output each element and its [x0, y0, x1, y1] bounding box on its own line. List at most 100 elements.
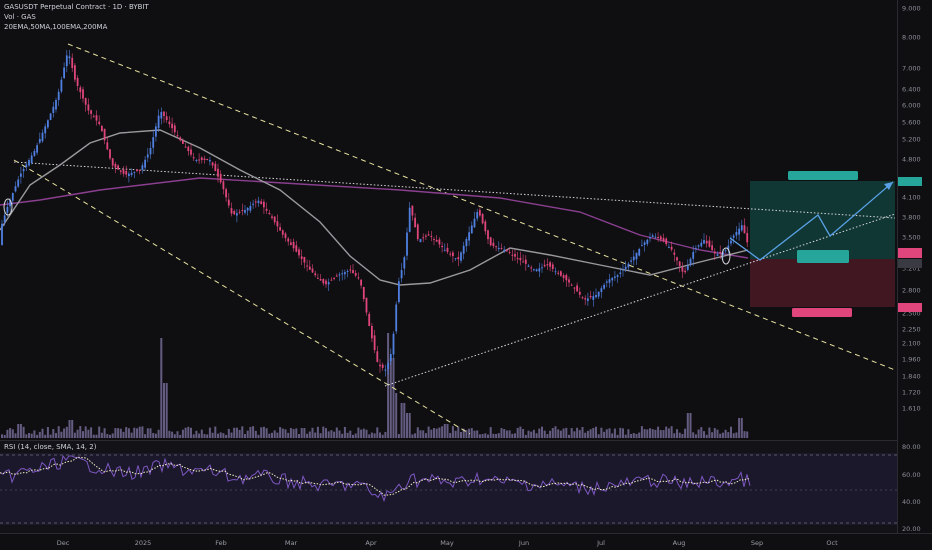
volume-bar	[44, 434, 47, 438]
candle-body	[562, 275, 565, 278]
volume-bar	[154, 433, 157, 438]
candle-body	[33, 151, 36, 156]
candle-body	[163, 111, 165, 116]
volume-bar	[406, 413, 408, 438]
stop-zone[interactable]	[750, 259, 895, 307]
candle-body	[638, 248, 641, 256]
volume-bar	[697, 429, 700, 438]
candle-body	[605, 281, 608, 283]
time-axis-label: 2025	[135, 539, 152, 547]
volume-bar	[603, 431, 606, 438]
ascending-support-line[interactable]	[384, 213, 896, 387]
volume-bar	[200, 429, 203, 438]
candle-body	[614, 276, 616, 278]
volume-bar	[325, 428, 327, 438]
volume-bar	[519, 426, 522, 438]
candle-body	[449, 253, 452, 255]
volume-bar	[184, 427, 187, 438]
symbol-title[interactable]: GASUSDT Perpetual Contract · 1D · BYBIT	[4, 3, 149, 11]
volume-bar	[543, 430, 546, 438]
candle-body	[63, 67, 65, 79]
candle-body	[657, 236, 659, 239]
volume-bar	[55, 433, 57, 438]
candle-body	[298, 249, 300, 256]
volume-bar	[262, 426, 265, 438]
volume-bar	[686, 413, 689, 438]
candle-body	[60, 79, 63, 92]
volume-bar	[565, 427, 568, 438]
candle-body	[138, 169, 141, 171]
upper-channel-line[interactable]	[67, 43, 896, 371]
candle-body	[740, 225, 743, 231]
candle-body	[495, 246, 497, 248]
volume-bar	[562, 428, 565, 438]
price-scale-label: 4.800	[902, 156, 921, 164]
rsi-scale[interactable]: 80.00 60.00 40.00 20.00	[902, 443, 921, 533]
volume-bar	[92, 434, 95, 438]
descending-resistance-line[interactable]	[13, 161, 896, 219]
ma-200-line	[0, 177, 749, 259]
candle-body	[422, 237, 425, 239]
highlight-ellipse[interactable]	[721, 247, 731, 265]
candle-body	[265, 208, 268, 211]
volume-bar	[559, 430, 562, 438]
volume-bar	[365, 429, 368, 438]
volume-bar	[276, 432, 279, 438]
volume-bar	[373, 433, 376, 438]
rsi-legend[interactable]: RSI (14, close, SMA, 14, 2)	[4, 443, 97, 451]
volume-legend[interactable]: Vol · GAS	[4, 13, 36, 21]
target-zone[interactable]	[750, 181, 895, 259]
volume-bar	[316, 426, 319, 438]
candle-body	[678, 261, 681, 267]
volume-bar	[227, 428, 230, 438]
candle-body	[65, 55, 68, 67]
volume-bar	[721, 432, 724, 438]
rsi-ma-line	[0, 456, 751, 496]
volume-bar	[322, 426, 325, 438]
highlight-ellipse[interactable]	[3, 198, 13, 216]
projection-path[interactable]	[729, 181, 894, 261]
candle-body	[306, 265, 308, 267]
candle-body	[268, 212, 271, 215]
ma-legend[interactable]: 20EMA,50MA,100EMA,200MA	[4, 23, 108, 31]
candle-body	[192, 157, 195, 159]
candle-body	[551, 264, 554, 269]
current-price-tag	[898, 248, 922, 258]
volume-bar	[114, 428, 117, 438]
volume-bar	[549, 430, 552, 438]
candle-body	[184, 146, 187, 148]
lower-channel-line[interactable]	[13, 159, 471, 435]
volume-bar	[568, 434, 570, 438]
volume-bar	[127, 428, 130, 438]
volume-bar	[173, 434, 176, 438]
candle-body	[732, 235, 735, 238]
candle-body	[319, 278, 322, 281]
volume-bar	[392, 358, 395, 438]
candle-body	[616, 275, 619, 277]
volume-bar	[49, 434, 52, 438]
volume-bar	[670, 426, 673, 438]
volume-bar	[187, 426, 190, 438]
volume-bar	[470, 428, 473, 438]
volume-bar	[551, 428, 554, 438]
volume-bar	[295, 428, 298, 438]
time-axis[interactable]: Dec 2025 Feb Mar Apr May Jun Jul Aug Sep Oct	[57, 539, 838, 547]
volume-bar	[82, 431, 84, 438]
volume-bar	[146, 428, 149, 438]
price-scale[interactable]: 9.000 8.000 7.000 6.400 6.000 5.600 5.200 4.800…	[902, 5, 921, 413]
candle-body	[179, 137, 182, 141]
candle-body	[430, 235, 433, 237]
volume-bar	[30, 433, 33, 438]
price-pane[interactable]	[0, 0, 897, 440]
price-scale-label: 5.200	[902, 136, 921, 144]
candle-body	[47, 120, 49, 128]
volume-bar	[136, 428, 138, 438]
volume-bar	[435, 428, 438, 438]
volume-bar	[352, 434, 354, 438]
candle-body	[119, 170, 122, 172]
candle-body	[403, 257, 406, 269]
volume-bar	[46, 427, 49, 438]
candle-body	[641, 245, 643, 247]
volume-bar	[632, 433, 635, 438]
